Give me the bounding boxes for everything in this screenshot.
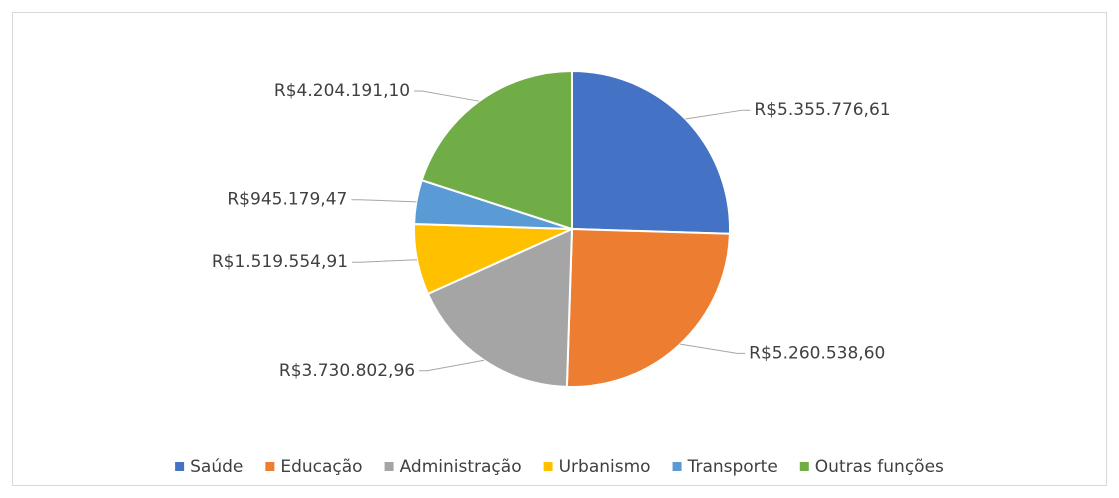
- leader-line: [685, 109, 751, 120]
- legend-marker: [265, 462, 275, 471]
- legend-marker: [799, 462, 809, 471]
- data-label: R$1.519.554,91: [212, 252, 348, 272]
- leader-line: [414, 90, 480, 102]
- legend-marker: [543, 462, 553, 471]
- legend-label: Educação: [280, 457, 362, 477]
- data-label: R$3.730.802,96: [279, 361, 415, 381]
- legend-label: Outras funções: [815, 457, 944, 477]
- pie-slice: [565, 227, 731, 388]
- legend-label: Transporte: [687, 457, 778, 477]
- leader-line: [419, 359, 485, 372]
- leader-line: [680, 343, 746, 354]
- legend-label: Urbanismo: [559, 457, 651, 477]
- pie-slice: [571, 69, 731, 235]
- data-label: R$945.179,47: [227, 190, 347, 210]
- legend-label: Saúde: [190, 457, 243, 477]
- leader-line: [352, 259, 418, 263]
- data-label: R$4.204.191,10: [274, 81, 410, 101]
- legend-marker: [672, 462, 682, 471]
- pie-slice: [426, 227, 574, 388]
- leader-line: [351, 199, 417, 203]
- legend-label: Administração: [400, 457, 522, 477]
- legend-marker: [384, 462, 394, 471]
- legend-marker: [175, 462, 185, 471]
- data-label: R$5.355.776,61: [754, 100, 890, 120]
- pie-slice: [420, 69, 573, 231]
- data-label: R$5.260.538,60: [749, 343, 885, 363]
